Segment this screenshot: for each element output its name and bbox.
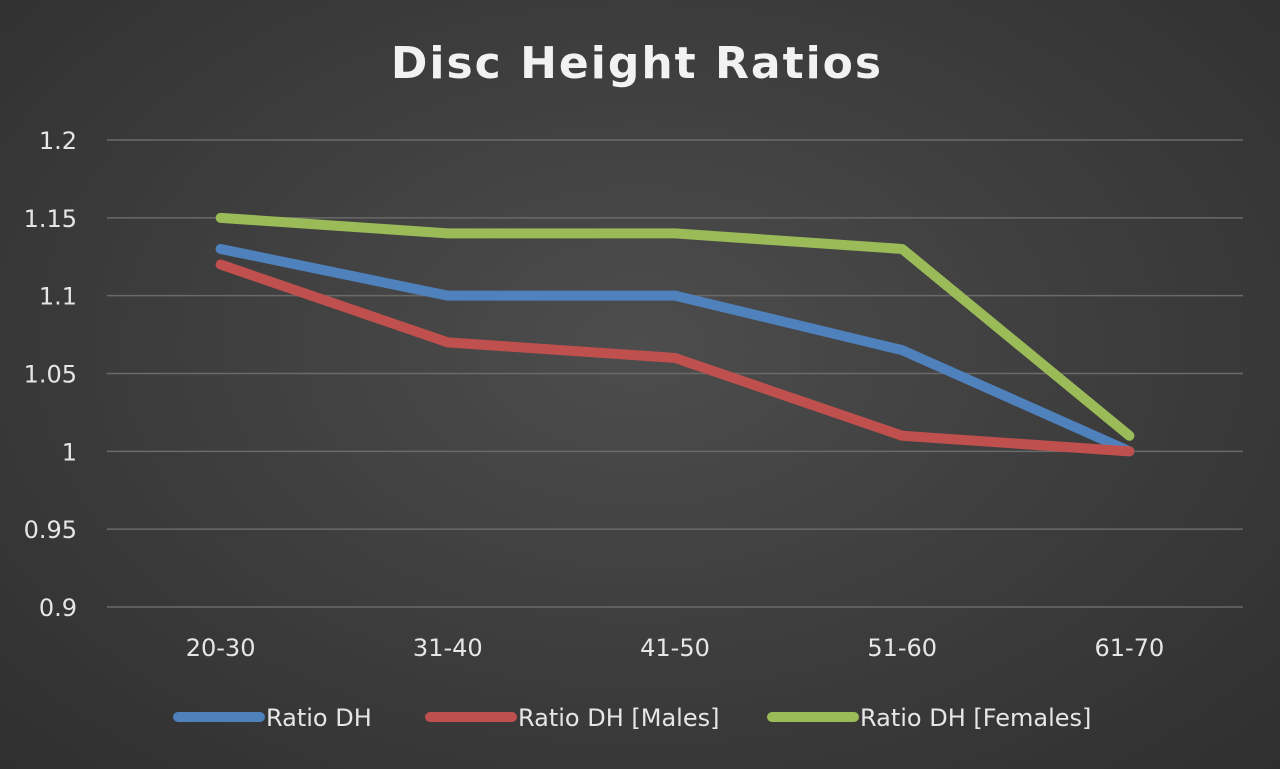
y-tick-label: 1.15 <box>24 205 77 233</box>
x-tick-label: 20-30 <box>186 634 256 662</box>
series-lines <box>215 212 1135 457</box>
legend-label-0: Ratio DH <box>266 704 372 732</box>
x-tick-label: 31-40 <box>413 634 483 662</box>
data-point-0-2 <box>672 292 678 299</box>
data-point-1-2 <box>672 354 678 361</box>
x-axis-ticks: 20-30 31-40 41-50 51-60 61-70 <box>186 634 1165 662</box>
y-tick-label: 1.05 <box>24 361 77 389</box>
y-tick-label: 0.9 <box>39 594 77 622</box>
data-point-2-0 <box>217 214 224 221</box>
data-point-1-1 <box>444 339 451 346</box>
data-point-2-1 <box>444 230 451 237</box>
series-line-2 <box>215 212 1135 441</box>
y-tick-label: 1.2 <box>39 127 77 155</box>
series-line-0 <box>215 243 1135 457</box>
legend: Ratio DH Ratio DH [Males] Ratio DH [Female… <box>173 704 1091 732</box>
data-point-0-0 <box>217 245 224 252</box>
gridlines <box>107 139 1243 608</box>
chart-title: Disc Height Ratios <box>391 38 883 89</box>
y-axis-ticks: 0.9 0.95 1 1.05 1.1 1.15 1.2 <box>24 127 77 622</box>
y-tick-label: 1 <box>62 438 77 466</box>
legend-label-2: Ratio DH [Females] <box>860 704 1091 732</box>
data-point-1-0 <box>217 261 224 268</box>
y-tick-label: 1.1 <box>39 283 77 311</box>
x-tick-label: 41-50 <box>640 634 710 662</box>
data-point-2-4 <box>1126 432 1133 439</box>
legend-label-1: Ratio DH [Males] <box>518 704 719 732</box>
y-tick-label: 0.95 <box>24 516 77 544</box>
data-point-1-3 <box>899 432 906 439</box>
data-point-2-2 <box>672 230 678 237</box>
data-point-0-3 <box>899 347 906 354</box>
data-point-0-1 <box>444 292 451 299</box>
data-point-2-3 <box>899 245 906 252</box>
data-point-1-4 <box>1126 448 1133 455</box>
x-tick-label: 51-60 <box>867 634 937 662</box>
x-tick-label: 61-70 <box>1095 634 1165 662</box>
